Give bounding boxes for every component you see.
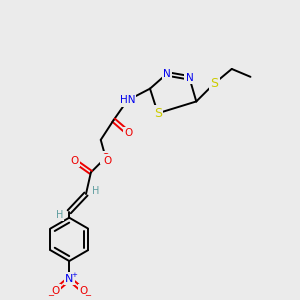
Text: O: O [70, 156, 78, 166]
Text: HN: HN [120, 95, 135, 106]
Text: H: H [92, 186, 100, 196]
Text: N: N [65, 274, 74, 284]
Text: O: O [51, 286, 60, 296]
Text: +: + [71, 272, 77, 278]
Text: −: − [84, 291, 92, 300]
Text: N: N [163, 69, 171, 79]
Text: O: O [103, 156, 112, 166]
Text: S: S [154, 107, 162, 120]
Text: O: O [79, 286, 87, 296]
Text: H: H [56, 210, 63, 220]
Text: −: − [47, 291, 54, 300]
Text: S: S [210, 77, 218, 90]
Text: N: N [185, 73, 193, 83]
Text: O: O [124, 128, 133, 138]
Text: O: O [102, 153, 110, 163]
